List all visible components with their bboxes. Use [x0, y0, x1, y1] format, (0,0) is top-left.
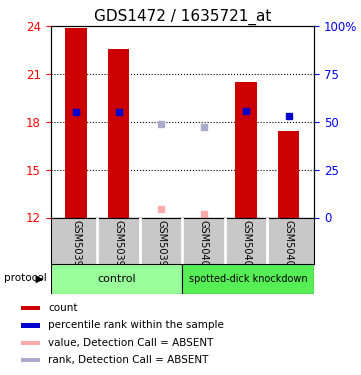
Text: control: control — [97, 274, 136, 284]
Bar — [21, 358, 40, 362]
Text: count: count — [48, 303, 78, 313]
Bar — [182, 264, 314, 294]
Text: GSM50402: GSM50402 — [284, 220, 293, 273]
Bar — [21, 306, 40, 310]
Text: spotted-dick knockdown: spotted-dick knockdown — [189, 274, 308, 284]
Bar — [21, 340, 40, 345]
Bar — [21, 323, 40, 328]
Bar — [65, 28, 87, 218]
Bar — [235, 82, 257, 218]
Text: GSM50400: GSM50400 — [199, 220, 209, 273]
Text: value, Detection Call = ABSENT: value, Detection Call = ABSENT — [48, 338, 214, 348]
Text: GSM50397: GSM50397 — [71, 220, 81, 273]
Text: GSM50399: GSM50399 — [156, 220, 166, 273]
Text: GSM50401: GSM50401 — [241, 220, 251, 273]
Text: GSM50398: GSM50398 — [114, 220, 123, 273]
Bar — [278, 132, 299, 218]
Text: protocol: protocol — [4, 273, 47, 283]
Text: percentile rank within the sample: percentile rank within the sample — [48, 321, 224, 330]
Title: GDS1472 / 1635721_at: GDS1472 / 1635721_at — [93, 9, 271, 25]
Text: rank, Detection Call = ABSENT: rank, Detection Call = ABSENT — [48, 355, 209, 365]
Bar — [51, 264, 182, 294]
Bar — [108, 49, 129, 217]
